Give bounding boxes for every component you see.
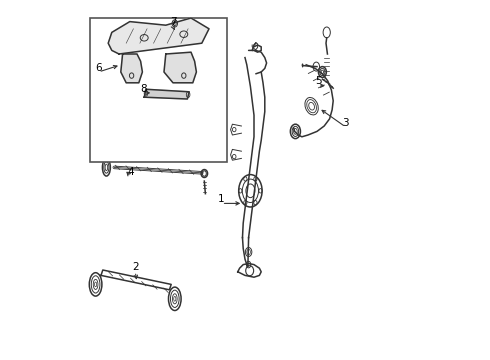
Polygon shape (121, 54, 143, 83)
Polygon shape (101, 270, 171, 290)
Text: 6: 6 (95, 63, 102, 73)
Polygon shape (108, 18, 209, 54)
Polygon shape (164, 52, 196, 83)
Text: 1: 1 (218, 194, 225, 204)
Text: 3: 3 (343, 118, 349, 128)
Text: 8: 8 (140, 84, 147, 94)
Text: 7: 7 (170, 17, 176, 27)
Text: 5: 5 (315, 76, 321, 86)
Text: 2: 2 (132, 262, 139, 272)
FancyBboxPatch shape (90, 18, 227, 162)
Polygon shape (144, 89, 189, 99)
Text: 4: 4 (127, 167, 134, 177)
